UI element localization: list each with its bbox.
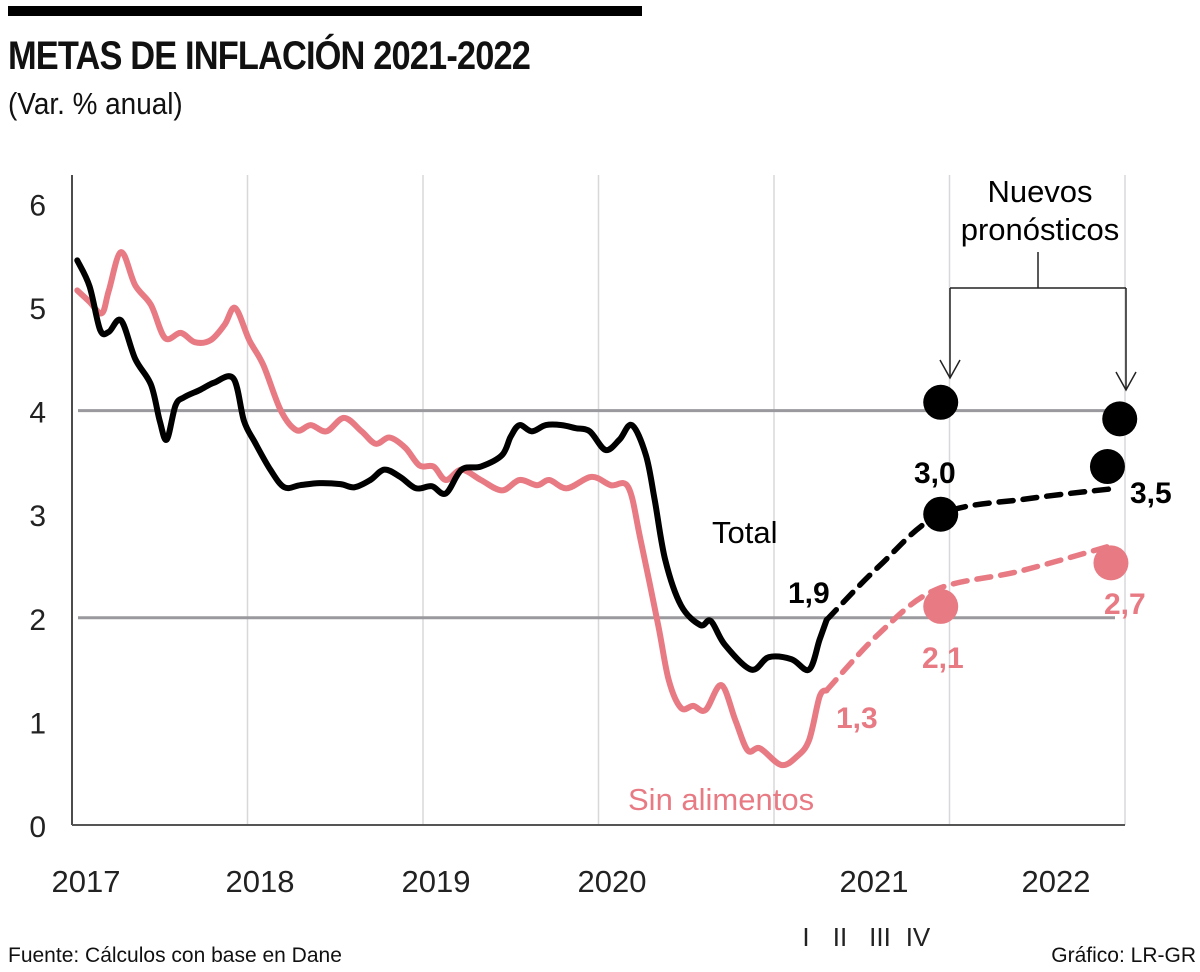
chart-title: METAS DE INFLACIÓN 2021-2022 xyxy=(8,34,531,78)
x-tick-label: 2022 xyxy=(1022,864,1091,899)
arrow-down-icon xyxy=(1115,371,1137,392)
x-tick-label: 2019 xyxy=(402,864,471,899)
forecast-marker xyxy=(923,384,959,420)
quarter-tick-label: II xyxy=(833,922,847,952)
quarter-tick-label: I xyxy=(802,922,809,952)
series-line-sin-alimentos xyxy=(74,249,830,769)
y-tick-label: 2 xyxy=(29,604,46,637)
series-lines xyxy=(74,249,1119,769)
y-tick-labels: 0 1 2 3 4 5 6 xyxy=(29,189,46,844)
forecast-marker xyxy=(923,588,959,624)
x-tick-label: 2021 xyxy=(840,864,909,899)
annotation-line-2: pronósticos xyxy=(961,212,1120,247)
quarter-tick-label: IV xyxy=(906,922,931,952)
axes xyxy=(71,175,1125,826)
title-rule xyxy=(8,6,642,16)
value-label: 1,9 xyxy=(788,577,830,610)
quarter-tick-labels: I II III IV xyxy=(802,922,931,952)
forecast-annotation: Nuevos pronósticos xyxy=(939,174,1137,392)
value-label: 1,3 xyxy=(836,702,878,735)
x-tick-label: 2020 xyxy=(578,864,647,899)
forecast-marker xyxy=(1093,545,1129,581)
gridlines xyxy=(246,175,1126,825)
y-tick-label: 4 xyxy=(29,397,46,430)
credit-note: Gráfico: LR-GR xyxy=(1051,944,1196,967)
arrow-down-icon xyxy=(939,359,961,380)
forecast-marker xyxy=(923,496,959,532)
y-tick-label: 1 xyxy=(29,707,46,740)
series-line-total xyxy=(74,257,830,674)
y-tick-label: 0 xyxy=(29,811,46,844)
annotation-bracket xyxy=(949,252,1127,390)
y-tick-label: 6 xyxy=(29,189,46,222)
y-tick-label: 5 xyxy=(29,293,46,326)
value-label: 3,0 xyxy=(914,457,956,490)
x-tick-label: 2018 xyxy=(226,864,295,899)
x-tick-label: 2017 xyxy=(52,864,121,899)
value-label: 2,1 xyxy=(922,642,964,675)
x-tick-labels: 2017 2018 2019 2020 2021 2022 xyxy=(52,864,1091,899)
chart-subtitle: (Var. % anual) xyxy=(8,86,183,121)
value-label: 2,7 xyxy=(1104,588,1146,621)
value-labels: 1,9 3,0 3,5 1,3 2,1 2,7 xyxy=(788,457,1172,735)
quarter-tick-label: III xyxy=(869,922,891,952)
series-label-sin-alimentos: Sin alimentos xyxy=(628,782,814,817)
forecast-marker xyxy=(1089,449,1125,485)
annotation-line-1: Nuevos xyxy=(987,174,1092,209)
forecast-marker xyxy=(1102,401,1138,437)
series-label-total: Total xyxy=(712,515,777,550)
source-note: Fuente: Cálculos con base en Dane xyxy=(8,944,342,967)
forecast-markers xyxy=(923,384,1138,624)
y-tick-label: 3 xyxy=(29,500,46,533)
value-label: 3,5 xyxy=(1130,477,1172,510)
